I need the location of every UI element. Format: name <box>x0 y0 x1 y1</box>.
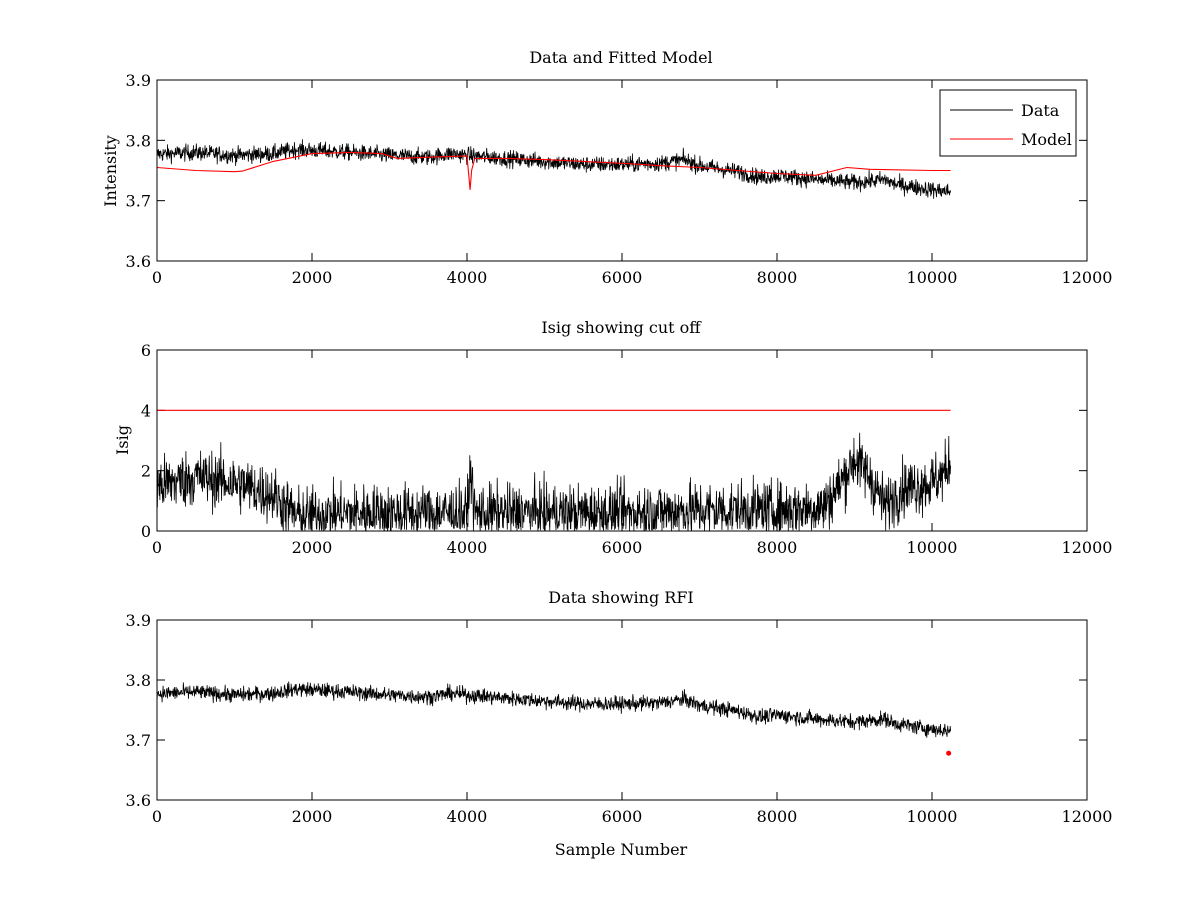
ytick-label: 3.6 <box>126 791 151 810</box>
subplot-2-title: Isig showing cut off <box>541 318 702 337</box>
xtick-label: 0 <box>152 538 162 557</box>
subplot-2-axes-box <box>156 349 1088 532</box>
subplot-1-ylabel: Intensity <box>101 135 120 207</box>
xtick-label: 10000 <box>907 268 958 287</box>
xtick-label: 2000 <box>292 268 333 287</box>
series-line-data <box>156 139 951 199</box>
ytick-label: 3.7 <box>126 731 151 750</box>
xtick-label: 10000 <box>907 807 958 826</box>
xtick-label: 6000 <box>602 807 643 826</box>
ytick-label: 2 <box>141 462 151 481</box>
xtick-label: 0 <box>152 268 162 287</box>
xtick-label: 4000 <box>447 268 488 287</box>
legend-label-data: Data <box>1021 101 1060 120</box>
xtick-label: 8000 <box>757 268 798 287</box>
xtick-label: 4000 <box>447 538 488 557</box>
xtick-label: 8000 <box>757 807 798 826</box>
subplot-rfi: Data showing RFI Sample Number 0 2000 4000… <box>126 588 1113 859</box>
subplot-3-series <box>156 681 952 756</box>
series-line-data <box>156 681 951 738</box>
series-line-isig <box>156 432 951 533</box>
xtick-label: 12000 <box>1062 268 1113 287</box>
ytick-label: 3.9 <box>126 611 151 630</box>
legend: Data Model <box>939 89 1077 157</box>
xtick-label: 12000 <box>1062 538 1113 557</box>
subplot-1-series <box>156 139 951 199</box>
ytick-label: 0 <box>141 522 151 541</box>
subplot-2-ticks: 0 2000 4000 6000 8000 10000 12000 0 2 4 6 <box>141 341 1113 557</box>
xtick-label: 0 <box>152 807 162 826</box>
xtick-label: 6000 <box>602 538 643 557</box>
ytick-label: 3.8 <box>126 131 151 150</box>
subplot-2-ylabel: Isig <box>113 425 132 455</box>
subplot-3-xlabel: Sample Number <box>555 840 688 859</box>
xtick-label: 12000 <box>1062 807 1113 826</box>
ytick-label: 3.7 <box>126 192 151 211</box>
ytick-label: 4 <box>141 401 151 420</box>
series-line-model <box>156 151 951 190</box>
rfi-point <box>946 750 952 756</box>
subplot-3-title: Data showing RFI <box>548 588 693 607</box>
subplot-1-title: Data and Fitted Model <box>529 48 712 67</box>
legend-label-model: Model <box>1021 130 1072 149</box>
xtick-label: 8000 <box>757 538 798 557</box>
subplot-1-ticks: 0 2000 4000 6000 8000 10000 12000 3.6 3.7 3.8 3.9 <box>126 71 1113 287</box>
subplot-isig: Isig showing cut off Isig 0 2000 4000 6000 8… <box>113 318 1112 557</box>
ytick-label: 3.8 <box>126 671 151 690</box>
xtick-label: 4000 <box>447 807 488 826</box>
subplot-1-axes-box <box>156 79 1088 262</box>
subplot-2-series <box>156 409 951 533</box>
xtick-label: 2000 <box>292 538 333 557</box>
xtick-label: 10000 <box>907 538 958 557</box>
ytick-label: 6 <box>141 341 151 360</box>
subplot-3-axes-box <box>156 619 1088 801</box>
legend-box <box>939 89 1077 157</box>
subplot-data-and-model: Data and Fitted Model Intensity 0 2000 400… <box>101 48 1112 287</box>
ytick-label: 3.9 <box>126 71 151 90</box>
xtick-label: 6000 <box>602 268 643 287</box>
xtick-label: 2000 <box>292 807 333 826</box>
ytick-label: 3.6 <box>126 252 151 271</box>
